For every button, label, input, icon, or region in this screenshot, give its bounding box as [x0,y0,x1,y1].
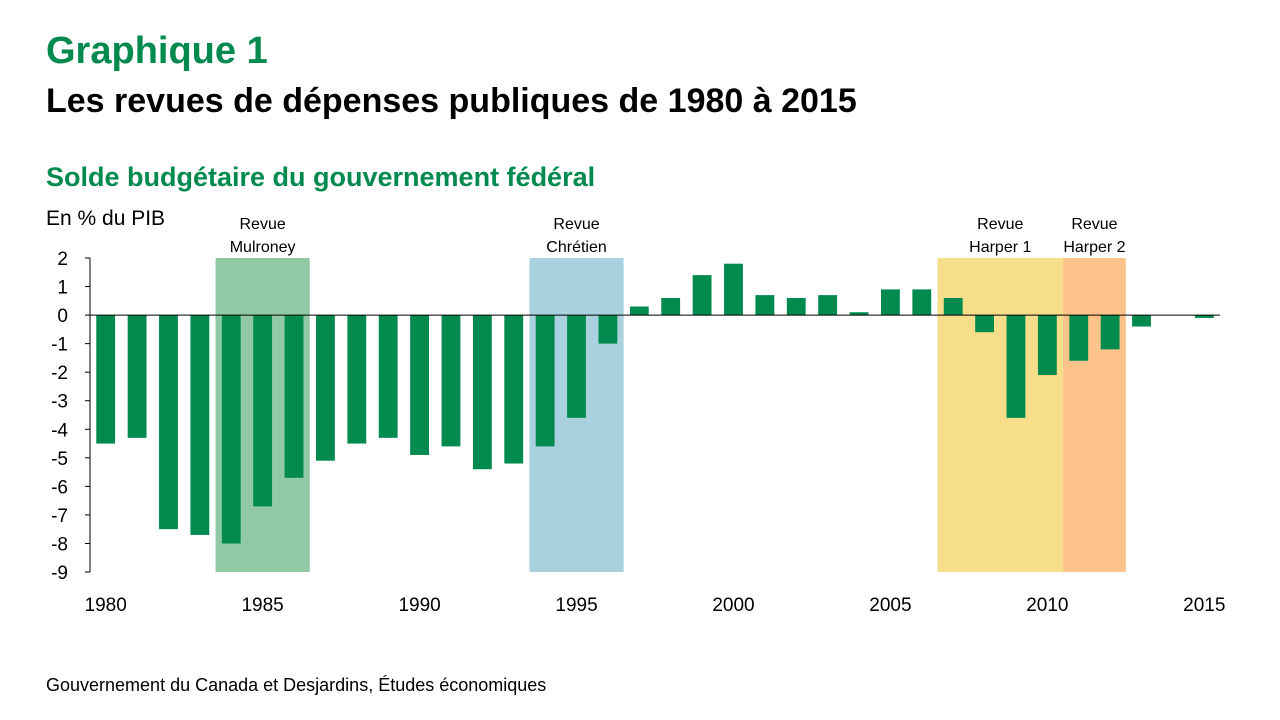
review-label-2-1: Harper 1 [969,239,1031,256]
bar-2003 [818,295,838,316]
bar-2000 [724,263,743,316]
bar-2004 [849,312,869,316]
review-band-3 [1063,258,1126,572]
bar-2013 [1132,315,1151,327]
bar-1997 [629,306,649,316]
bar-2009 [1006,315,1026,418]
y-tick-label: -9 [51,563,68,584]
figure-label: Graphique 1 [46,30,268,72]
review-label-1-0: Revue [553,216,599,233]
bar-2010 [1037,315,1057,376]
bars [96,263,1214,544]
bar-1982 [159,315,178,530]
bar-1988 [347,315,367,444]
bar-1994 [535,315,555,447]
review-label-3-0: Revue [1071,216,1117,233]
review-label-3-1: Harper 2 [1063,239,1125,256]
bar-2012 [1100,315,1120,350]
x-tick-label: 1995 [555,595,597,616]
source-note: Gouvernement du Canada et Desjardins, Ét… [46,675,547,695]
x-tick-label: 2005 [869,595,911,616]
bar-1995 [567,315,586,418]
chart-labels: Revue Mulroney Revue Chrétien Revue Harper 1 R… [230,216,1126,256]
review-label-2-0: Revue [977,216,1023,233]
axes: 2 1 0 -1 -2 -3 -4 -5 -6 -7 -8 -9 1980 1985 1990 1995 200… [51,249,1225,616]
review-label-0-1: Mulroney [230,239,296,256]
bar-2007 [943,297,963,316]
bar-1992 [472,315,492,470]
y-tick-label: 1 [57,278,68,299]
bar-1991 [441,315,461,447]
bar-1980 [96,315,116,444]
y-tick-label: -2 [51,363,68,384]
x-tick-label: 2000 [712,595,754,616]
y-axis-label: En % du PIB [46,207,166,230]
bar-1983 [190,315,210,535]
x-tick-label: 2015 [1183,595,1225,616]
chart-title: Solde budgétaire du gouvernement fédéral [46,162,596,192]
y-tick-label: -8 [51,534,68,555]
x-tick-label: 1990 [398,595,440,616]
x-tick-label: 1980 [85,595,127,616]
x-tick-label: 2010 [1026,595,1068,616]
bar-2011 [1069,315,1089,361]
y-tick-label: -5 [51,449,68,470]
y-tick-label: -3 [51,392,68,413]
x-tick-label: 1985 [241,595,283,616]
bar-1998 [661,297,681,316]
y-tick-label: -1 [51,335,68,356]
review-label-0-0: Revue [240,216,286,233]
y-tick-label: 2 [57,249,68,270]
y-tick-label: -6 [51,477,68,498]
bar-1996 [598,315,618,344]
bar-1985 [253,315,273,507]
review-label-1-1: Chrétien [546,239,606,256]
bar-1989 [378,315,398,438]
bar-2008 [975,315,994,333]
page-title: Les revues de dépenses publiques de 1980… [46,82,857,120]
bar-1981 [127,315,147,438]
y-tick-label: 0 [57,306,68,327]
bar-1987 [316,315,335,461]
bar-2001 [755,295,775,316]
y-tick-label: -7 [51,506,68,527]
bar-2005 [881,289,900,316]
y-tick-label: -4 [51,420,68,441]
bar-2006 [912,289,932,316]
bar-1990 [410,315,429,455]
bar-1993 [504,315,524,464]
bar-1986 [284,315,304,478]
bar-1999 [692,275,712,316]
bar-1984 [221,315,241,544]
bar-2002 [786,297,806,316]
bar-2015 [1194,315,1214,318]
